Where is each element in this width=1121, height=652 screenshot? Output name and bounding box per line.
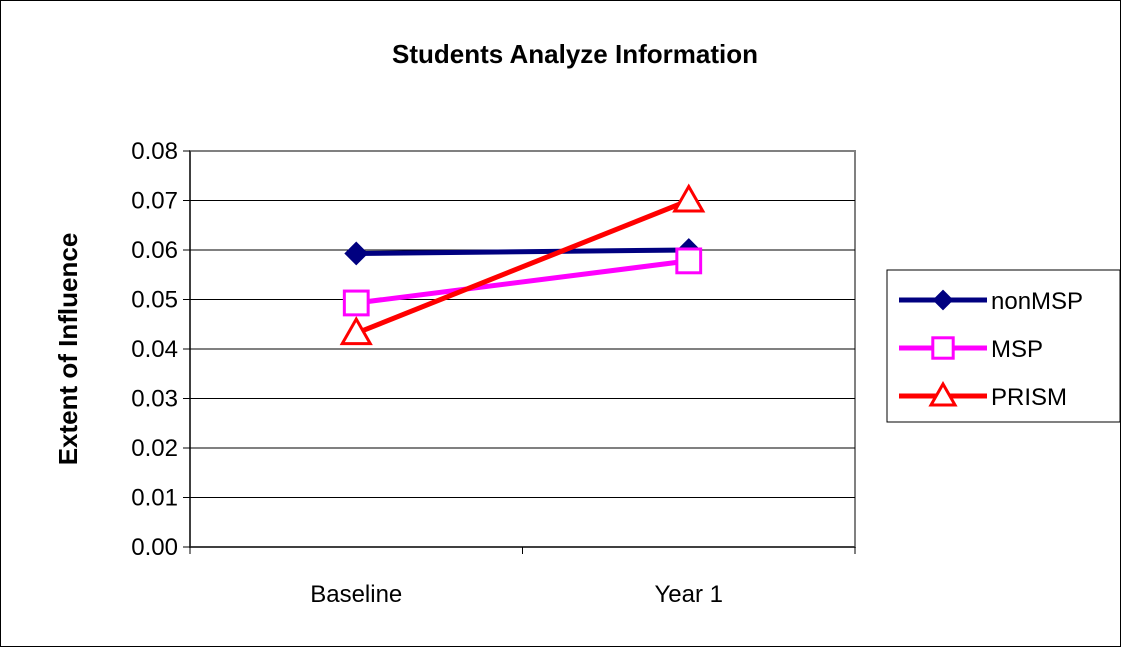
legend-label: PRISM (991, 384, 1067, 411)
y-tick-label: 0.02 (131, 435, 178, 462)
gridlines (190, 200, 855, 498)
data-point-marker (339, 316, 373, 346)
legend: nonMSP MSP PRISM (886, 269, 1121, 423)
series-nonMSP (344, 238, 701, 266)
y-tick-label: 0.03 (131, 386, 178, 413)
series-line (356, 247, 689, 256)
data-point-marker (344, 241, 369, 266)
y-tick-label: 0.05 (131, 287, 178, 314)
y-axis-label: Extent of Influence (53, 233, 83, 466)
legend-item-PRISM: PRISM (899, 380, 1067, 411)
series-MSP (342, 247, 703, 317)
x-tick-label: Year 1 (654, 581, 723, 608)
series-line (355, 258, 690, 306)
legend-item-nonMSP: nonMSP (899, 288, 1083, 315)
x-tick-label: Baseline (310, 581, 402, 608)
data-point-marker (932, 289, 954, 311)
data-point-marker (928, 380, 958, 407)
y-tick-label: 0.01 (131, 485, 178, 512)
data-point-marker (931, 336, 955, 360)
y-tick-label: 0.00 (131, 534, 178, 561)
series-PRISM (339, 183, 706, 346)
y-tick-label: 0.08 (131, 138, 178, 165)
y-tick-label: 0.06 (131, 237, 178, 264)
axes: 0.00 0.01 0.02 0.03 0.04 0.05 0.06 0.07 0.08 Base… (131, 138, 856, 608)
y-tick-label: 0.04 (131, 336, 178, 363)
chart-title: Students Analyze Information (392, 39, 758, 69)
series-layer (339, 183, 706, 346)
y-tick-label: 0.07 (131, 188, 178, 215)
data-point-marker (675, 247, 703, 275)
legend-item-MSP: MSP (899, 336, 1043, 363)
data-point-marker (342, 289, 370, 317)
data-point-marker (672, 183, 706, 213)
legend-label: MSP (991, 336, 1043, 363)
legend-label: nonMSP (991, 288, 1083, 315)
series-line (355, 198, 690, 336)
